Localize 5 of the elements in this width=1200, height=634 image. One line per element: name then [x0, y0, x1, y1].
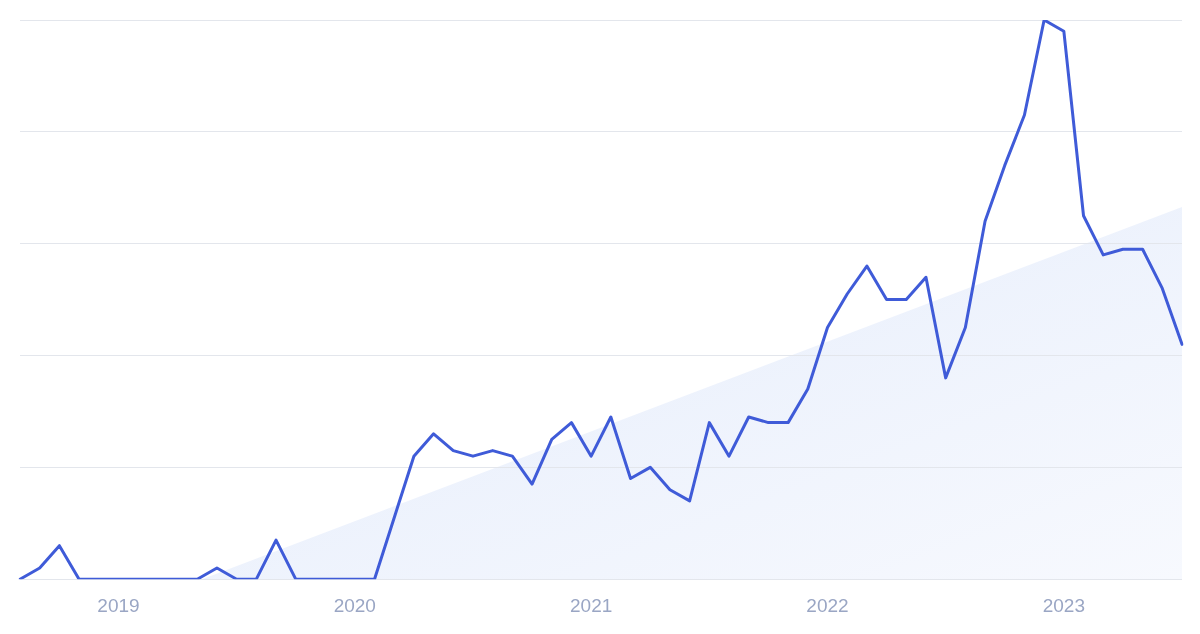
x-tick-label: 2023 — [1042, 594, 1085, 616]
x-tick-label: 2021 — [570, 594, 613, 616]
x-tick-label: 2019 — [97, 594, 140, 616]
x-tick-label: 2022 — [806, 594, 849, 616]
x-tick-label: 2020 — [333, 594, 376, 616]
